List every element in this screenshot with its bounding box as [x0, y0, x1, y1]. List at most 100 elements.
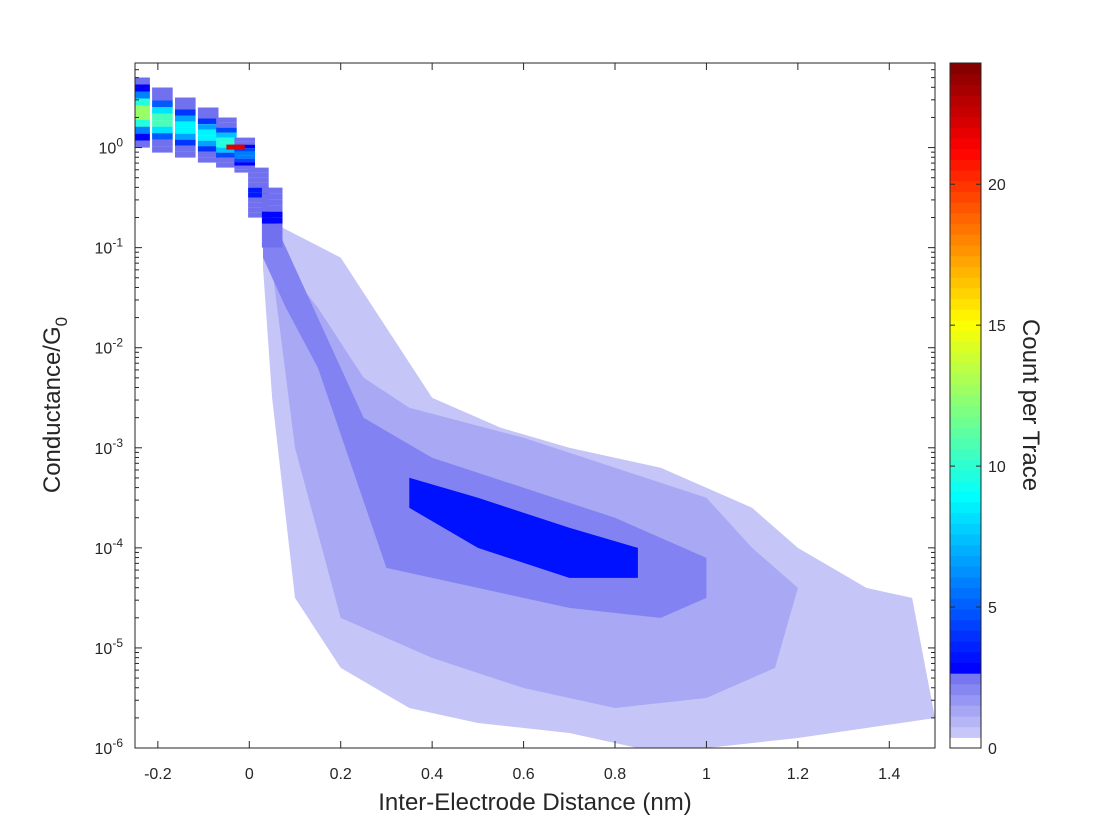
- neck-cell: [135, 126, 150, 134]
- neck-cell: [234, 169, 255, 173]
- neck-cell: [261, 199, 283, 206]
- neck-cell: [216, 132, 237, 138]
- colorbar-step: [950, 287, 981, 300]
- colorbar-step: [950, 212, 981, 225]
- y-tick-label: 100: [99, 136, 124, 158]
- colorbar-frame: [949, 62, 982, 749]
- neck-cell: [261, 187, 283, 194]
- colorbar-step: [950, 255, 981, 267]
- colorbar-step: [950, 170, 981, 182]
- neck-cell: [234, 141, 255, 145]
- neck-cell: [234, 155, 255, 159]
- colorbar-step: [950, 277, 981, 289]
- heatmap-cells: [135, 77, 935, 748]
- neck-cell: [261, 229, 283, 236]
- colorbar-gradient: [950, 63, 981, 749]
- neck-cell: [234, 137, 255, 142]
- x-axis-ticks: -0.2 0 0.2 0.4 0.6 0.8 1 1.2 1.4: [144, 63, 901, 783]
- neck-cell: [234, 165, 255, 170]
- neck-cell: [152, 87, 173, 94]
- neck-cell: [248, 167, 269, 173]
- neck-cell: [248, 192, 269, 198]
- colorbar-step: [950, 715, 981, 728]
- colorbar-step: [950, 576, 981, 589]
- neck-cell: [152, 100, 173, 107]
- neck-cell: [152, 133, 173, 140]
- colorbar-step: [950, 705, 981, 717]
- x-tick-label: 0.2: [330, 766, 352, 783]
- neck-cell: [248, 207, 269, 213]
- neck-cell: [234, 151, 255, 156]
- x-tick-label: -0.2: [144, 766, 172, 783]
- neck-cell: [135, 112, 150, 120]
- neck-cell: [152, 120, 173, 127]
- colorbar-step: [950, 223, 981, 235]
- colorbar-step: [950, 608, 981, 621]
- neck-cell: [234, 148, 255, 152]
- neck-cell: [197, 124, 219, 130]
- density-region-2: [263, 197, 707, 618]
- colorbar-step: [950, 726, 981, 738]
- neck-cell: [152, 107, 173, 114]
- y-tick-label: 10-5: [95, 636, 124, 658]
- colorbar-step: [950, 619, 981, 631]
- y-tick-label: 10-1: [95, 236, 124, 258]
- colorbar-step: [950, 416, 981, 428]
- colorbar-step: [950, 405, 981, 417]
- colorbar-step: [950, 330, 981, 342]
- neck-cell: [135, 84, 150, 92]
- neck-cell: [197, 118, 219, 124]
- neck-cell: [175, 145, 196, 152]
- colorbar-step: [950, 394, 981, 407]
- y-tick-label: 10-2: [95, 336, 124, 358]
- colorbar-step: [950, 598, 981, 610]
- colorbar-step: [950, 469, 981, 482]
- neck-cell: [152, 113, 173, 120]
- colorbar-tick-label: 10: [988, 459, 1006, 476]
- colorbar-step: [950, 244, 981, 257]
- colorbar-step: [950, 384, 981, 396]
- neck-cell: [197, 151, 219, 158]
- colorbar-step: [950, 116, 981, 128]
- colorbar-step: [950, 694, 981, 706]
- neck-cell: [216, 162, 237, 168]
- colorbar-step: [950, 351, 981, 364]
- colorbar-step: [950, 127, 981, 139]
- neck-cell: [135, 133, 150, 141]
- neck-cell: [248, 202, 269, 208]
- colorbar-step: [950, 737, 981, 749]
- neck-cell: [261, 223, 283, 230]
- colorbar-step: [950, 673, 981, 685]
- colorbar-tick-label: 0: [988, 741, 997, 758]
- neck-cell: [248, 212, 269, 218]
- colorbar-step: [950, 662, 981, 674]
- colorbar-step: [950, 95, 981, 107]
- plot-frame: [134, 62, 936, 749]
- neck-cell: [248, 182, 269, 188]
- neck-cell: [248, 187, 269, 193]
- neck-cell: [152, 146, 173, 153]
- colorbar-step: [950, 587, 981, 599]
- neck-cell: [261, 193, 283, 200]
- colorbar-step: [950, 105, 981, 118]
- colorbar-step: [950, 234, 981, 246]
- x-tick-label: 0.4: [421, 766, 443, 783]
- colorbar-step: [950, 683, 981, 696]
- neck-cell: [152, 126, 173, 134]
- colorbar-step: [950, 362, 981, 374]
- colorbar-step: [950, 533, 981, 546]
- colorbar-label: Count per Trace: [1017, 319, 1044, 491]
- neck-cell: [234, 162, 255, 166]
- neck-cell: [261, 235, 283, 242]
- colorbar-step: [950, 159, 981, 171]
- colorbar-step: [950, 309, 981, 321]
- colorbar-step: [950, 191, 981, 203]
- x-tick-label: 0.8: [604, 766, 626, 783]
- neck-cell: [197, 157, 219, 163]
- neck-cell: [216, 127, 237, 133]
- neck-cell: [135, 91, 150, 99]
- neck-cell: [216, 137, 237, 143]
- neck-cell: [261, 241, 283, 248]
- colorbar-step: [950, 73, 981, 85]
- colorbar-tick-label: 5: [988, 600, 997, 617]
